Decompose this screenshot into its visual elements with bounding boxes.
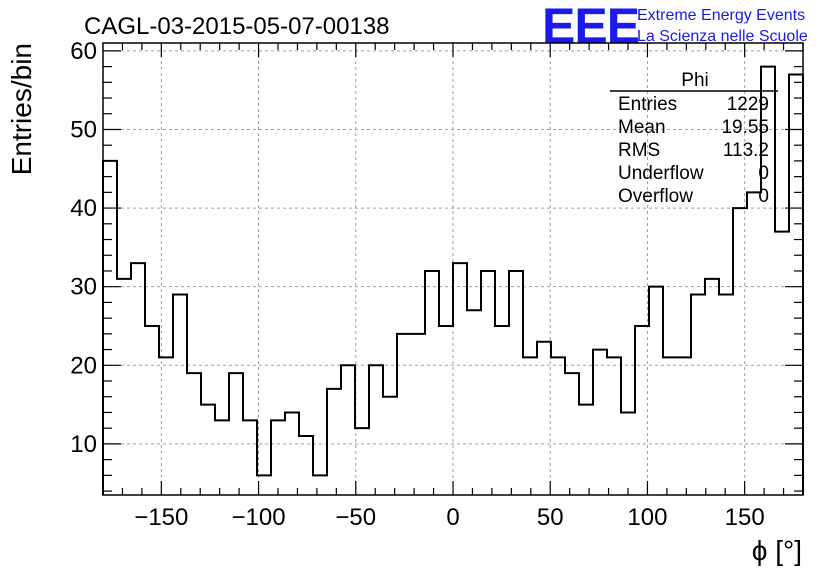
- stats-value: 19.55: [721, 117, 769, 138]
- x-tick-label: 100: [627, 504, 667, 531]
- x-tick-label: 0: [446, 504, 459, 531]
- stats-value: 113.2: [723, 140, 769, 161]
- stats-name: Phi: [681, 70, 708, 91]
- x-tick-label: 50: [537, 504, 564, 531]
- stats-label: Underflow: [618, 163, 704, 184]
- stats-label: Overflow: [618, 186, 693, 207]
- x-tick-label: −150: [134, 504, 188, 531]
- y-tick-label: 60: [70, 38, 97, 65]
- y-tick-label: 30: [70, 274, 97, 301]
- x-tick-labels: −150 −100 −50 0 50 100 150: [134, 504, 764, 531]
- logo-line-2: La Scienza nelle Scuole: [637, 28, 808, 45]
- logo-mark: EEE: [542, 0, 639, 54]
- y-tick-label: 50: [70, 116, 97, 143]
- y-tick-labels: 10 20 30 40 50 60: [70, 38, 97, 458]
- stats-value: 0: [758, 163, 769, 184]
- x-axis-title: ϕ [°]: [752, 535, 802, 566]
- axis-ticks: [103, 43, 804, 495]
- x-tick-label: −50: [335, 504, 376, 531]
- y-tick-label: 40: [70, 195, 97, 222]
- x-tick-label: −100: [232, 504, 286, 531]
- stats-value: 0: [758, 186, 769, 207]
- logo-line-1: Extreme Energy Events: [637, 7, 805, 24]
- stats-label: Mean: [618, 117, 666, 138]
- y-axis-title: Entries/bin: [6, 43, 37, 175]
- stats-label: Entries: [618, 94, 677, 115]
- y-tick-label: 10: [70, 431, 97, 458]
- stats-box: Phi Entries 1229 Mean 19.55 RMS 113.2 Un…: [610, 70, 778, 207]
- stats-label: RMS: [618, 140, 660, 161]
- histogram-line: [102, 65, 804, 495]
- x-tick-label: 150: [725, 504, 765, 531]
- stats-value: 1229: [727, 94, 769, 115]
- y-tick-label: 20: [70, 352, 97, 379]
- chart-title: CAGL-03-2015-05-07-00138: [84, 13, 390, 40]
